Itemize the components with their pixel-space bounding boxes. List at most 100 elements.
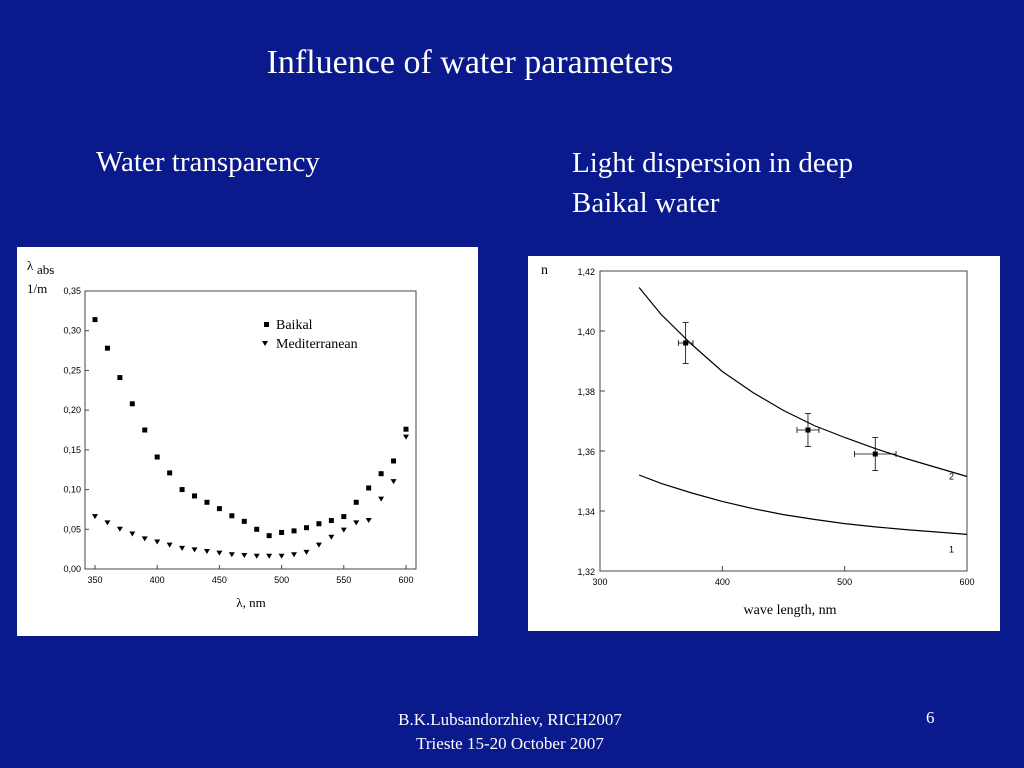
mediterranean-point <box>403 434 409 440</box>
x-tick-label: 600 <box>959 577 974 587</box>
baikal-point <box>229 513 235 519</box>
baikal-point <box>179 487 185 493</box>
mediterranean-point <box>328 534 335 540</box>
baikal-point <box>391 458 397 464</box>
y-axis-symbol: λ <box>27 258 34 273</box>
baikal-point <box>216 506 222 512</box>
x-tick-label: 500 <box>274 575 289 585</box>
baikal-point <box>353 499 359 505</box>
curve-2 <box>638 287 968 478</box>
mediterranean-point <box>203 549 210 555</box>
y-tick-label: 1,42 <box>577 267 595 277</box>
x-tick-label: 300 <box>592 577 607 587</box>
mediterranean-point <box>315 542 322 548</box>
baikal-point <box>104 345 110 351</box>
baikal-point <box>192 493 198 499</box>
baikal-point <box>241 518 247 524</box>
mediterranean-point <box>92 514 98 520</box>
mediterranean-point <box>241 552 248 558</box>
mediterranean-point <box>390 479 397 485</box>
legend-marker-mediterranean <box>262 341 268 346</box>
x-axis-label: wave length, nm <box>744 603 837 618</box>
y-tick-label: 0,00 <box>63 564 81 574</box>
mediterranean-point <box>278 553 285 559</box>
legend-label-baikal: Baikal <box>276 318 313 333</box>
baikal-point <box>291 528 297 534</box>
x-tick-label: 500 <box>837 577 852 587</box>
mediterranean-point <box>291 552 298 558</box>
y-tick-label: 0,25 <box>63 365 81 375</box>
x-tick-label: 600 <box>398 575 413 585</box>
baikal-point <box>154 454 160 460</box>
transparency-chart-panel: λ abs 1/m λ, nm 0,00 0,05 0,10 0,15 0,20 0,25… <box>17 247 478 636</box>
baikal-point <box>92 317 98 323</box>
y-axis-subscript: abs <box>37 262 54 277</box>
mediterranean-point <box>104 520 111 526</box>
mediterranean-point <box>253 553 260 559</box>
x-tick-label: 350 <box>87 575 102 585</box>
baikal-point <box>167 470 173 476</box>
mediterranean-point <box>340 527 347 533</box>
mediterranean-point <box>179 545 186 551</box>
footer-line1: B.K.Lubsandorzhiev, RICH2007 <box>398 710 622 729</box>
mediterranean-point <box>129 531 136 537</box>
x-axis-label: λ, nm <box>236 595 265 610</box>
footer: B.K.Lubsandorzhiev, RICH2007 Trieste 15-… <box>330 708 690 756</box>
transparency-chart: λ abs 1/m λ, nm 0,00 0,05 0,10 0,15 0,20 0,25… <box>27 258 417 610</box>
measured-point <box>683 340 689 346</box>
legend-marker-baikal <box>264 322 269 327</box>
curve-label-2: 2 <box>949 472 954 482</box>
y-tick-label: 0,10 <box>63 485 81 495</box>
mediterranean-point <box>216 550 223 556</box>
curve-label-1: 1 <box>949 544 954 554</box>
baikal-point <box>316 521 322 527</box>
mediterranean-point <box>378 496 385 502</box>
curve-1 <box>638 474 968 535</box>
baikal-point <box>403 426 409 432</box>
measured-point <box>872 451 878 457</box>
baikal-point <box>254 526 260 532</box>
baikal-point <box>328 518 334 524</box>
y-tick-label: 0,35 <box>63 286 81 296</box>
baikal-point <box>279 529 285 535</box>
baikal-point <box>117 375 123 381</box>
x-tick-label: 450 <box>212 575 227 585</box>
mediterranean-point <box>353 520 360 526</box>
mediterranean-point <box>303 549 310 555</box>
right-heading-line1: Light dispersion in deep <box>572 147 854 179</box>
legend-label-mediterranean: Mediterranean <box>276 337 358 352</box>
mediterranean-point <box>365 518 372 524</box>
dispersion-chart-panel: n wave length, nm 1,32 1,34 1,36 1,38 1,40 1,… <box>528 256 1000 631</box>
page-number: 6 <box>926 708 935 727</box>
y-tick-label: 0,30 <box>63 326 81 336</box>
baikal-point <box>204 499 210 505</box>
mediterranean-point <box>266 553 273 559</box>
left-heading: Water transparency <box>96 146 320 178</box>
baikal-point <box>378 471 384 477</box>
y-tick-label: 0,20 <box>63 405 81 415</box>
y-axis-label: n <box>541 263 548 278</box>
y-tick-label: 0,15 <box>63 445 81 455</box>
mediterranean-point <box>154 539 161 545</box>
baikal-point <box>266 533 272 539</box>
y-tick-label: 1,36 <box>577 447 595 457</box>
x-tick-label: 400 <box>715 577 730 587</box>
y-tick-label: 1,40 <box>577 327 595 337</box>
plot-frame <box>599 270 968 572</box>
plot-frame <box>84 290 417 570</box>
right-heading-line2: Baikal water <box>572 187 720 219</box>
y-tick-label: 1,32 <box>577 567 595 577</box>
slide-title: Influence of water parameters <box>266 44 674 81</box>
baikal-point <box>341 514 347 520</box>
mediterranean-point <box>116 526 123 532</box>
baikal-point <box>129 401 135 407</box>
right-heading: Light dispersion in deep Baikal water <box>572 143 972 223</box>
y-axis-unit: 1/m <box>27 281 47 296</box>
y-tick-label: 0,05 <box>63 524 81 534</box>
baikal-point <box>142 427 148 433</box>
mediterranean-point <box>228 552 235 558</box>
y-tick-label: 1,38 <box>577 387 595 397</box>
footer-line2: Trieste 15-20 October 2007 <box>416 734 604 753</box>
x-tick-label: 400 <box>150 575 165 585</box>
x-tick-label: 550 <box>336 575 351 585</box>
